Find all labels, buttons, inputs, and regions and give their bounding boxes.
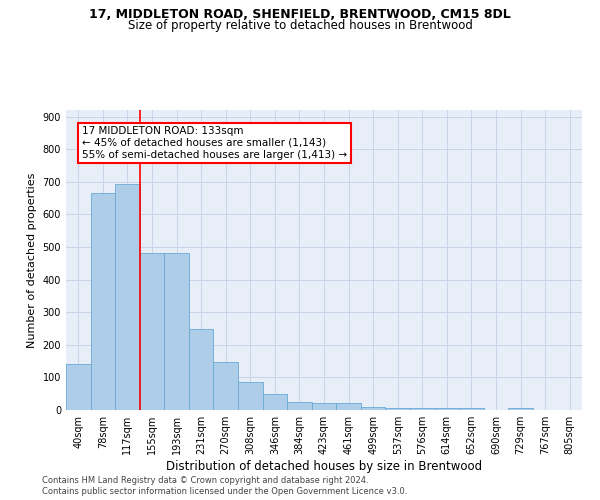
Bar (164, 252, 189, 410)
Text: 17 MIDDLETON ROAD: 133sqm
← 45% of detached houses are smaller (1,143)
55% of se: 17 MIDDLETON ROAD: 133sqm ← 45% of detac… (82, 126, 347, 160)
Text: Size of property relative to detached houses in Brentwood: Size of property relative to detached ho… (128, 19, 472, 32)
Text: Contains HM Land Registry data © Crown copyright and database right 2024.: Contains HM Land Registry data © Crown c… (42, 476, 368, 485)
Bar (434, 408, 459, 410)
Bar (263, 394, 287, 410)
Y-axis label: Number of detached properties: Number of detached properties (27, 172, 37, 348)
Bar (361, 406, 385, 410)
Bar (189, 330, 214, 410)
X-axis label: Distribution of detached houses by size in Brentwood: Distribution of detached houses by size … (166, 460, 482, 473)
Bar (385, 408, 410, 410)
Bar (238, 382, 263, 410)
Bar (91, 192, 115, 410)
Bar (459, 408, 484, 410)
Bar (336, 404, 361, 410)
Bar (312, 404, 336, 410)
Bar (140, 252, 164, 410)
Bar (214, 362, 238, 410)
Text: 17, MIDDLETON ROAD, SHENFIELD, BRENTWOOD, CM15 8DL: 17, MIDDLETON ROAD, SHENFIELD, BRENTWOOD… (89, 8, 511, 20)
Bar (508, 408, 533, 410)
Text: Contains public sector information licensed under the Open Government Licence v3: Contains public sector information licen… (42, 487, 407, 496)
Bar (410, 408, 434, 410)
Bar (66, 364, 91, 410)
Bar (287, 402, 312, 410)
Bar (115, 184, 140, 410)
